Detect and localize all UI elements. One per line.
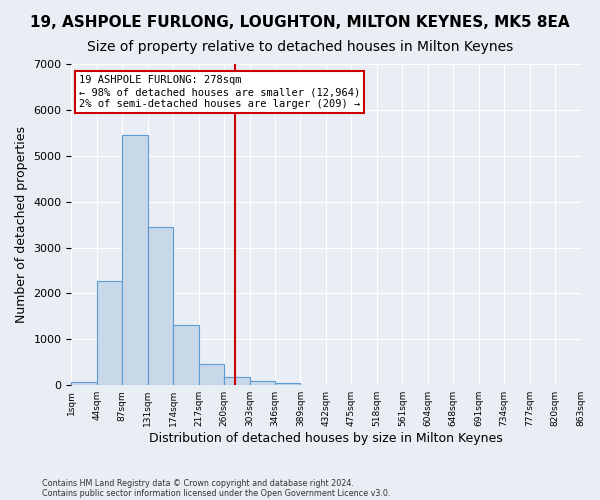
Text: Contains HM Land Registry data © Crown copyright and database right 2024.: Contains HM Land Registry data © Crown c… <box>42 478 354 488</box>
Text: Size of property relative to detached houses in Milton Keynes: Size of property relative to detached ho… <box>87 40 513 54</box>
Text: Contains public sector information licensed under the Open Government Licence v3: Contains public sector information licen… <box>42 488 391 498</box>
Bar <box>122 135 148 385</box>
Text: 19, ASHPOLE FURLONG, LOUGHTON, MILTON KEYNES, MK5 8EA: 19, ASHPOLE FURLONG, LOUGHTON, MILTON KE… <box>30 15 570 30</box>
Text: 19 ASHPOLE FURLONG: 278sqm
← 98% of detached houses are smaller (12,964)
2% of s: 19 ASHPOLE FURLONG: 278sqm ← 98% of deta… <box>79 76 360 108</box>
Bar <box>224 378 250 385</box>
Bar <box>199 364 224 385</box>
Y-axis label: Number of detached properties: Number of detached properties <box>15 126 28 323</box>
Bar <box>301 384 326 385</box>
Bar <box>71 382 97 385</box>
X-axis label: Distribution of detached houses by size in Milton Keynes: Distribution of detached houses by size … <box>149 432 503 445</box>
Bar <box>148 227 173 385</box>
Bar <box>275 382 301 385</box>
Bar <box>97 280 122 385</box>
Bar <box>173 324 199 385</box>
Bar <box>250 381 275 385</box>
